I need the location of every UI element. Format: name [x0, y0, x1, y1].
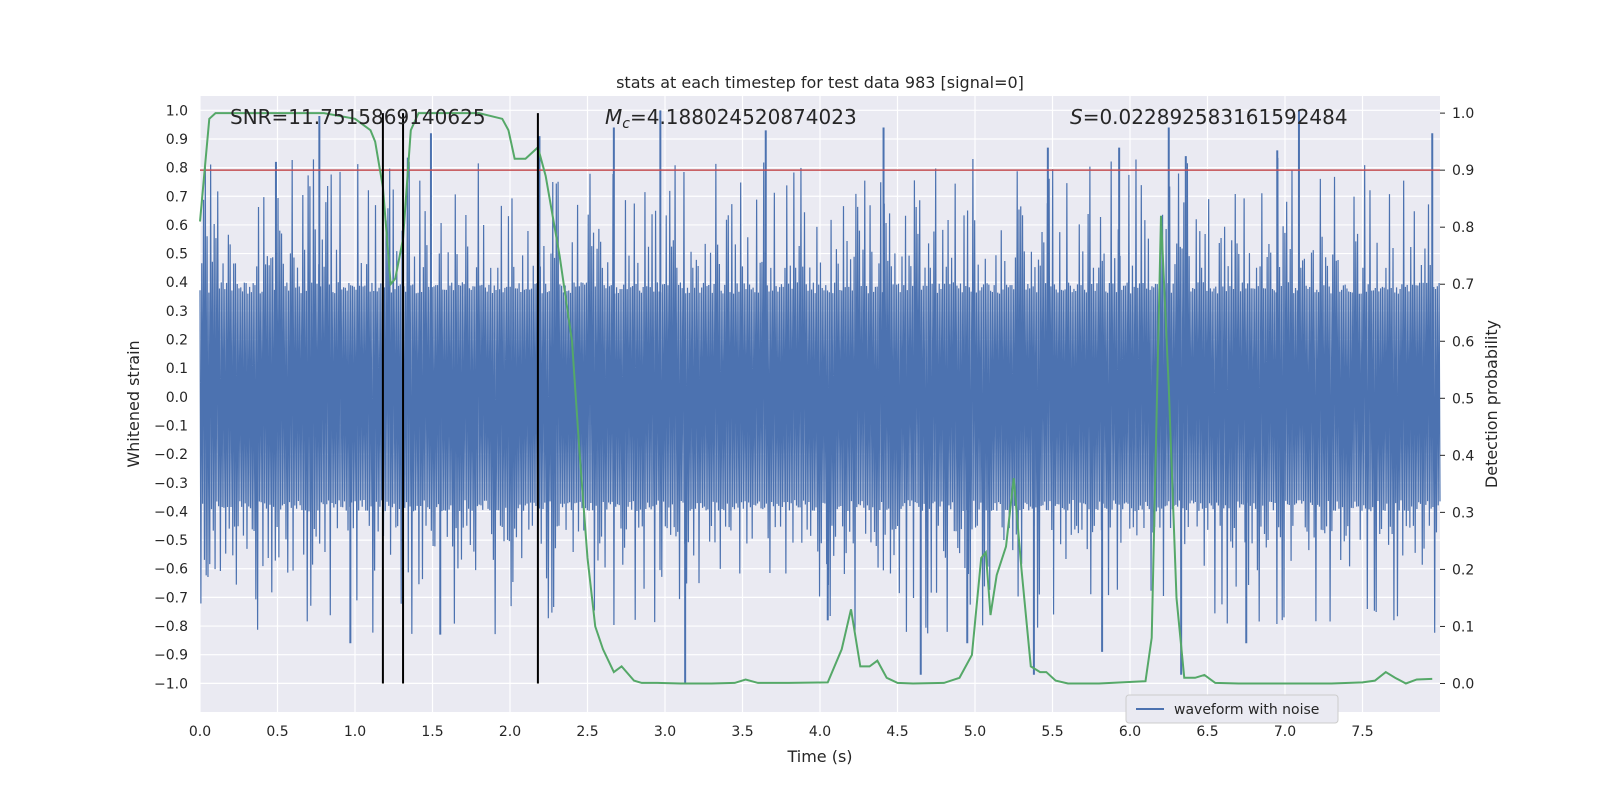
chart-title: stats at each timestep for test data 983… [616, 73, 1024, 92]
x-tick-label: 3.0 [654, 724, 676, 740]
legend-label: waveform with noise [1174, 702, 1319, 718]
waveform-line [199, 157, 1441, 635]
y-left-tick-label: −0.4 [154, 504, 188, 520]
y-right-tick-label: 0.7 [1452, 277, 1474, 293]
x-axis-label: Time (s) [786, 747, 852, 766]
y-left-tick-label: 0.3 [166, 304, 188, 320]
x-tick-label: 4.0 [809, 724, 831, 740]
y-right-tick-label: 1.0 [1452, 106, 1474, 122]
s-value: =0.022892583161592484 [1083, 105, 1348, 129]
probability-line [199, 112, 1433, 685]
y-right-tick-label: 0.4 [1452, 448, 1474, 464]
x-tick-label: 6.0 [1119, 724, 1141, 740]
waveform-series [199, 110, 1441, 684]
y-left-tick-label: 1.0 [166, 103, 188, 119]
y-left-tick-label: 0.1 [166, 361, 188, 377]
y-left-tick-label: 0.5 [166, 247, 188, 263]
y-left-tick-label: 0.2 [166, 333, 188, 349]
x-tick-label: 2.5 [576, 724, 598, 740]
x-tick-label: 3.5 [731, 724, 753, 740]
y-left-tick-label: −1.0 [154, 676, 188, 692]
y-right-tick-label: 0.6 [1452, 334, 1474, 350]
y-left-tick-label: 0.4 [166, 275, 188, 291]
legend-box [1125, 694, 1339, 724]
y-left-tick-label: 0.9 [166, 132, 188, 148]
mc-symbol: M [605, 105, 622, 129]
y-left-tick-label: −0.6 [154, 562, 188, 578]
s-annotation: S=0.022892583161592484 [1070, 105, 1348, 129]
y-left-tick-label: −0.9 [154, 648, 188, 664]
y-left-tick-label: −0.1 [154, 418, 188, 434]
y-right-tick-label: 0.5 [1452, 391, 1474, 407]
y-left-tick-label: −0.8 [154, 619, 188, 635]
x-tick-label: 2.0 [499, 724, 521, 740]
y-right-tick-label: 0.2 [1452, 562, 1474, 578]
x-tick-label: 1.0 [344, 724, 366, 740]
y-left-tick-label: 0.6 [166, 218, 188, 234]
x-tick-label: 7.0 [1274, 724, 1296, 740]
y-left-tick-label: −0.5 [154, 533, 188, 549]
y-left-tick-label: −0.7 [154, 590, 188, 606]
y-right-tick-label: 0.9 [1452, 163, 1474, 179]
y-axis-right-label: Detection probability [1482, 320, 1501, 488]
ticks: 0.0 0.5 1.0 1.5 2.0 2.5 3.0 3.5 4.0 4.5 5.0 5.5 6.0 6… [154, 103, 1474, 740]
vertical-markers [381, 113, 539, 684]
y-left-tick-label: 0.0 [166, 390, 188, 406]
y-right-tick-label: 0.0 [1452, 676, 1474, 692]
y-right-tick-label: 0.3 [1452, 505, 1474, 521]
y-left-tick-label: 0.7 [166, 189, 188, 205]
x-tick-label: 0.0 [189, 724, 211, 740]
snr-annotation: SNR=11.7515869140625 [230, 105, 486, 129]
mc-annotation: Mc=4.188024520874023 [605, 105, 857, 132]
x-tick-label: 5.0 [964, 724, 986, 740]
probability-series [199, 112, 1440, 685]
s-symbol: S [1070, 105, 1083, 129]
y-axis-left-label: Whitened strain [124, 340, 143, 467]
mc-value: =4.188024520874023 [630, 105, 857, 129]
y-right-tick-label: 0.8 [1452, 220, 1474, 236]
y-left-tick-label: 0.8 [166, 161, 188, 177]
x-tick-label: 6.5 [1196, 724, 1218, 740]
x-tick-label: 7.5 [1351, 724, 1373, 740]
y-right-tick-label: 0.1 [1452, 619, 1474, 635]
y-left-tick-label: −0.2 [154, 447, 188, 463]
x-tick-label: 5.5 [1041, 724, 1063, 740]
x-tick-label: 0.5 [266, 724, 288, 740]
x-tick-label: 4.5 [886, 724, 908, 740]
legend: waveform with noise [1125, 694, 1339, 724]
x-tick-label: 1.5 [421, 724, 443, 740]
y-left-tick-label: −0.3 [154, 476, 188, 492]
mc-subscript: c [622, 116, 630, 132]
